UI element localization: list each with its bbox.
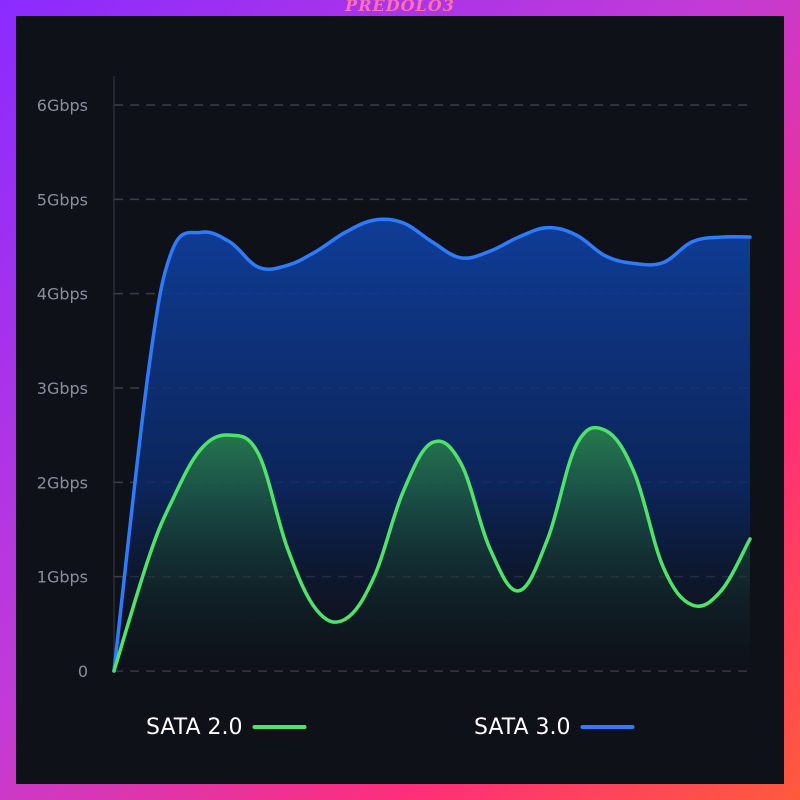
y-tick-label-2: 2Gbps — [37, 473, 88, 492]
y-tick-label-6: 6Gbps — [37, 96, 88, 115]
y-tick-label-4: 4Gbps — [37, 285, 88, 304]
y-tick-label-3: 3Gbps — [37, 379, 88, 398]
chart-panel: 0 1Gbps 2Gbps 3Gbps 4Gbps 5Gbps 6Gbps SATA 2.0 S… — [16, 16, 784, 784]
y-tick-label-0: 0 — [78, 662, 88, 681]
y-tick-label-1: 1Gbps — [37, 568, 88, 587]
series-area-1 — [114, 427, 750, 671]
legend-label-1: SATA 3.0 — [474, 715, 570, 740]
y-tick-label-5: 5Gbps — [37, 190, 88, 209]
watermark-text: PREDOLO3 — [345, 0, 455, 15]
series-line-1 — [112, 425, 752, 673]
series-line-0 — [112, 217, 752, 673]
legend-label-0: SATA 2.0 — [146, 715, 242, 740]
throughput-chart: 0 1Gbps 2Gbps 3Gbps 4Gbps 5Gbps 6Gbps SATA 2.0 S… — [37, 76, 752, 740]
